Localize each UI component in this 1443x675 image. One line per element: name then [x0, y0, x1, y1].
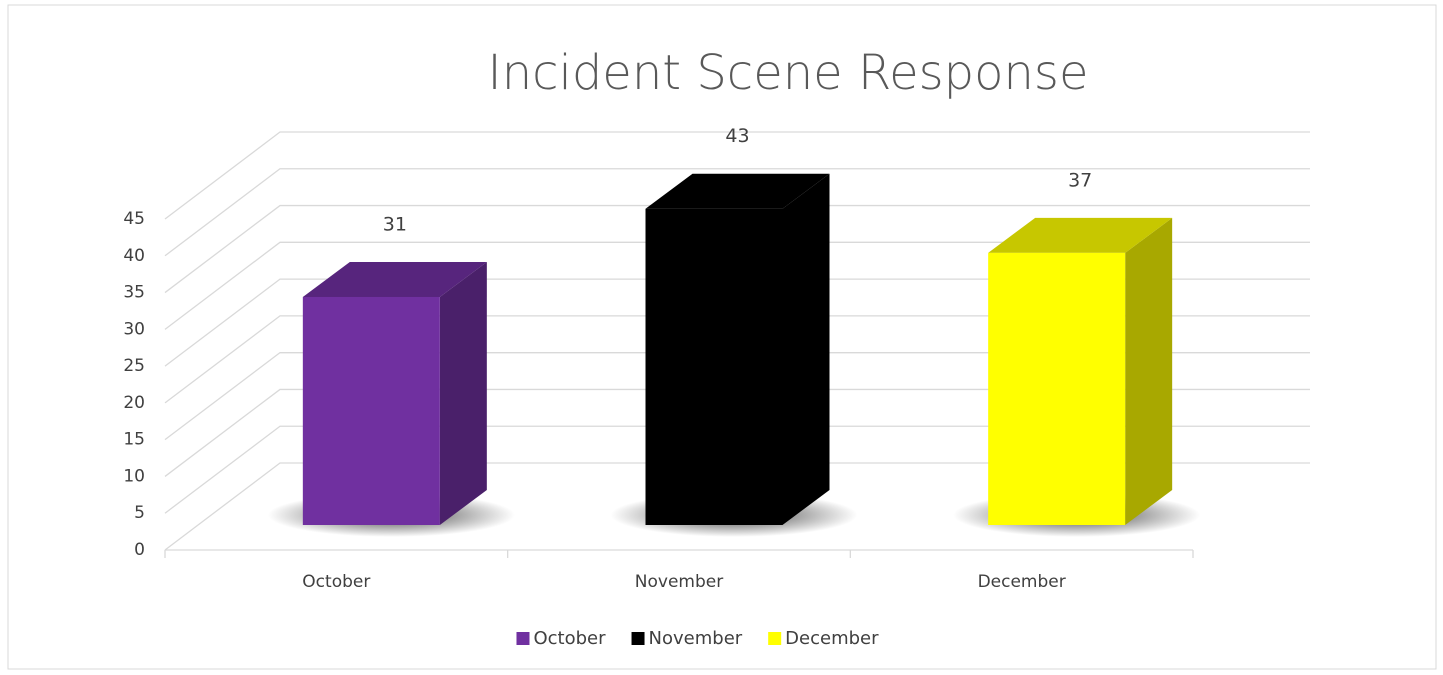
grid-line [164, 204, 1310, 294]
y-tick-label: 30 [123, 319, 145, 339]
y-tick-label: 15 [123, 430, 145, 450]
y-tick-label: 25 [123, 356, 145, 376]
grid-line [164, 425, 1310, 514]
x-tick-label: December [978, 572, 1066, 592]
grid-line [164, 352, 1310, 441]
grid-line [164, 315, 1310, 404]
grid-line [164, 168, 1310, 257]
bar [645, 208, 783, 525]
y-tick-label: 40 [123, 246, 145, 266]
y-tick-label: 45 [123, 209, 145, 229]
legend-swatch [516, 632, 530, 645]
bar [302, 296, 440, 525]
bar-side [439, 261, 487, 525]
legend-swatch [631, 632, 645, 645]
y-tick-label: 10 [123, 466, 145, 486]
grid-line [164, 131, 1310, 220]
value-label: 43 [725, 125, 749, 147]
bar-top [988, 217, 1173, 253]
legend-label: December [785, 628, 879, 649]
grid-line [164, 241, 1310, 330]
bar [988, 252, 1126, 525]
value-label: 31 [383, 213, 407, 235]
y-tick-label: 5 [134, 503, 145, 523]
legend-label: October [533, 628, 606, 649]
grid-line [164, 462, 1310, 551]
chart-title: Incident Scene Response [488, 45, 1089, 101]
bar-side [1125, 217, 1173, 525]
bar-top [302, 261, 487, 297]
x-tick-label: October [302, 572, 370, 592]
legend-label: November [649, 628, 743, 649]
bar-side [782, 173, 830, 525]
x-tick-label: November [635, 572, 723, 592]
bar-top [645, 173, 830, 209]
y-tick-label: 0 [134, 540, 145, 560]
legend-swatch [768, 632, 782, 645]
y-tick-label: 35 [123, 283, 145, 303]
y-tick-label: 20 [123, 393, 145, 413]
value-label: 37 [1068, 169, 1092, 191]
grid-line [164, 278, 1310, 367]
grid-line [164, 388, 1310, 477]
